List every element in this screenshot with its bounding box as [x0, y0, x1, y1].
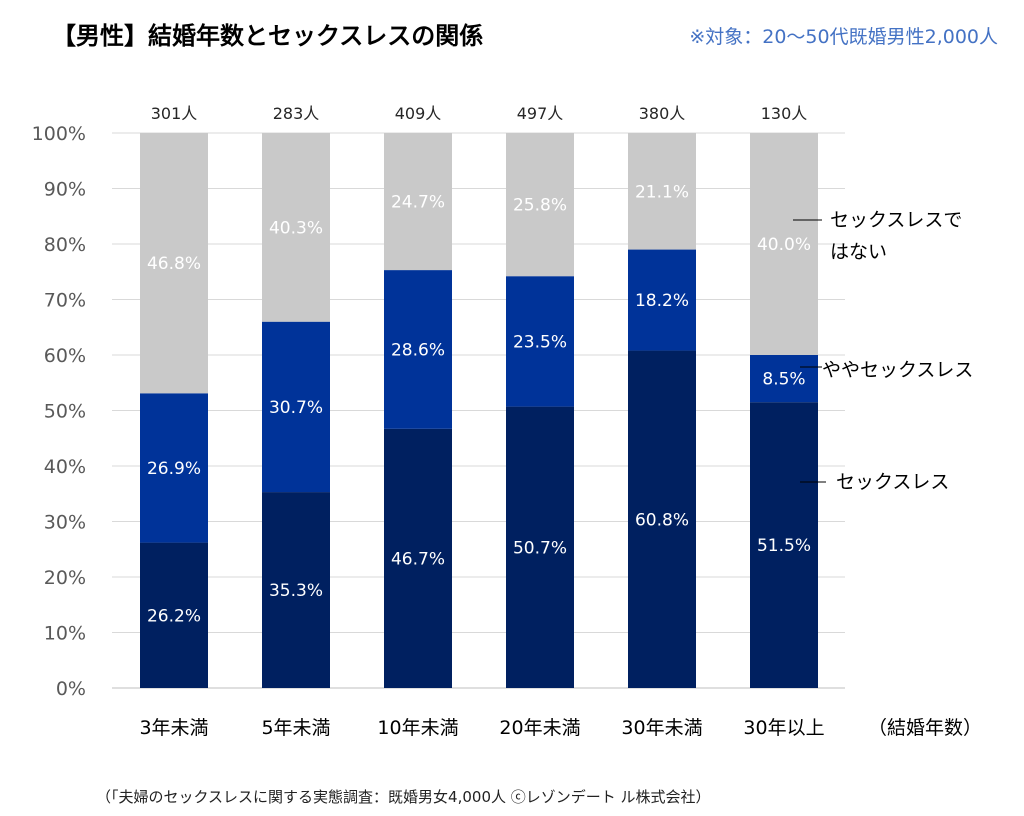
- x-tick-label: 10年未満: [377, 717, 458, 739]
- data-label: 23.5%: [513, 332, 567, 352]
- bar-segment: [262, 133, 330, 322]
- data-label: 35.3%: [269, 581, 323, 601]
- count-label: 130人: [761, 104, 808, 123]
- data-label: 8.5%: [762, 370, 805, 390]
- data-label: 40.3%: [269, 218, 323, 238]
- data-label: 40.0%: [757, 235, 811, 255]
- bar-segment: [262, 321, 330, 493]
- x-tick-label: 5年未満: [261, 717, 330, 739]
- x-tick-label: 3年未満: [139, 717, 208, 739]
- legend-label-sexless: セックスレス: [836, 471, 949, 493]
- legend-label-not-sexless: セックスレスで: [830, 209, 962, 231]
- data-label: 46.8%: [147, 254, 201, 274]
- bar-segment: [140, 542, 208, 688]
- data-label: 26.2%: [147, 606, 201, 626]
- bar-segment: [628, 350, 696, 688]
- count-label: 497人: [517, 104, 564, 123]
- y-tick-label: 70%: [44, 290, 86, 312]
- y-tick-label: 90%: [44, 179, 86, 201]
- count-label: 301人: [151, 104, 198, 123]
- x-axis-label: （結婚年数）: [868, 717, 982, 739]
- bar-segment: [750, 355, 818, 403]
- data-label: 50.7%: [513, 538, 567, 558]
- bar-segment: [506, 276, 574, 407]
- legend-label-not-sexless: はない: [830, 241, 887, 263]
- x-tick-label: 30年未満: [621, 717, 702, 739]
- data-label: 28.6%: [391, 340, 445, 360]
- data-label: 25.8%: [513, 196, 567, 216]
- legend-label-somewhat-sexless: ややセックスレス: [822, 359, 973, 381]
- bar-segment: [140, 393, 208, 543]
- target-note: ※対象：20～50代既婚男性2,000人: [689, 26, 998, 48]
- data-label: 51.5%: [757, 536, 811, 556]
- y-tick-label: 10%: [44, 623, 86, 645]
- data-label: 60.8%: [635, 510, 689, 530]
- chart-title: 【男性】結婚年数とセックスレスの関係: [52, 22, 484, 50]
- data-label: 30.7%: [269, 398, 323, 418]
- count-label: 409人: [395, 104, 442, 123]
- count-label: 283人: [273, 104, 320, 123]
- y-tick-label: 60%: [44, 345, 86, 367]
- bar-segment: [628, 249, 696, 351]
- bar-segment: [262, 492, 330, 688]
- bar-segment: [140, 133, 208, 394]
- count-label: 380人: [639, 104, 686, 123]
- y-tick-label: 20%: [44, 567, 86, 589]
- bar-segment: [628, 133, 696, 250]
- data-label: 24.7%: [391, 193, 445, 213]
- bar-segment: [750, 402, 818, 688]
- data-label: 46.7%: [391, 549, 445, 569]
- bar-segment: [750, 133, 818, 355]
- y-tick-label: 0%: [56, 678, 86, 700]
- x-tick-label: 30年以上: [743, 717, 824, 739]
- bar-segment: [506, 406, 574, 688]
- bar-segment: [384, 428, 452, 688]
- bar-segment: [506, 133, 574, 277]
- bar-segment: [384, 270, 452, 429]
- data-label: 21.1%: [635, 182, 689, 202]
- data-label: 26.9%: [147, 459, 201, 479]
- source-note: （「夫婦のセックスレスに関する実態調査：既婚男女4,000人 ⓒレゾンデート ル…: [96, 788, 711, 806]
- y-tick-label: 100%: [32, 123, 86, 145]
- y-tick-label: 50%: [44, 401, 86, 423]
- y-tick-label: 30%: [44, 512, 86, 534]
- y-tick-label: 80%: [44, 234, 86, 256]
- x-tick-label: 20年未満: [499, 717, 580, 739]
- data-label: 18.2%: [635, 291, 689, 311]
- y-tick-label: 40%: [44, 456, 86, 478]
- bar-segment: [384, 133, 452, 271]
